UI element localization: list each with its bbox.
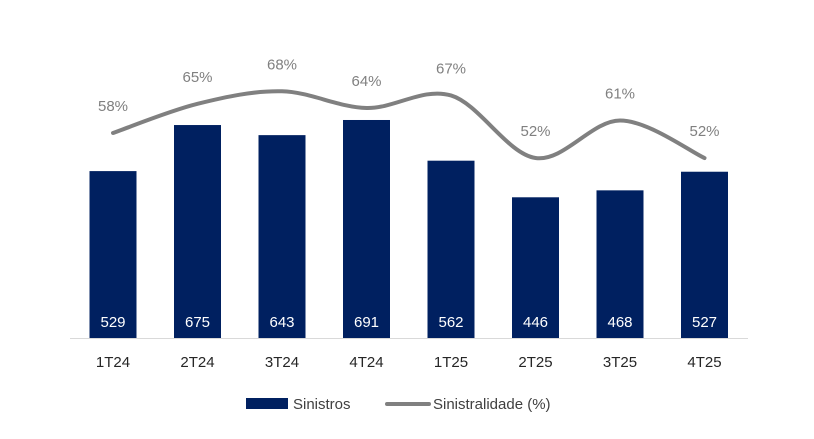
bar-label-1T25: 562 xyxy=(438,314,463,331)
sinistralidade-line xyxy=(111,89,707,161)
bar-1T25 xyxy=(427,160,475,338)
line-label-1T25: 67% xyxy=(436,60,466,77)
bar-label-3T25: 468 xyxy=(607,314,632,331)
category-label-4T25: 4T25 xyxy=(687,354,721,371)
legend-label-sinistros: Sinistros xyxy=(293,396,351,413)
bar-label-2T25: 446 xyxy=(523,314,548,331)
line-label-4T25: 52% xyxy=(689,123,719,140)
category-label-3T25: 3T25 xyxy=(603,354,637,371)
category-label-4T24: 4T24 xyxy=(349,354,383,371)
category-label-2T24: 2T24 xyxy=(180,354,214,371)
bar-label-4T25: 527 xyxy=(692,314,717,331)
category-label-3T24: 3T24 xyxy=(265,354,299,371)
bar-2T25 xyxy=(512,197,559,338)
bar-2T24 xyxy=(174,125,221,338)
bar-label-1T24: 529 xyxy=(100,314,125,331)
bar-3T25 xyxy=(596,190,644,338)
line-label-3T24: 68% xyxy=(267,56,297,73)
line-label-4T24: 64% xyxy=(351,73,381,90)
legend-swatch-sinistros xyxy=(246,398,288,409)
bar-label-4T24: 691 xyxy=(354,314,379,331)
bars-group xyxy=(89,119,728,338)
bar-label-2T24: 675 xyxy=(185,314,210,331)
category-label-1T25: 1T25 xyxy=(434,354,468,371)
bar-label-3T24: 643 xyxy=(269,314,294,331)
line-label-1T24: 58% xyxy=(98,98,128,115)
line-label-2T24: 65% xyxy=(182,69,212,86)
bar-1T24 xyxy=(89,171,137,338)
line-label-3T25: 61% xyxy=(605,85,635,102)
category-label-1T24: 1T24 xyxy=(96,354,130,371)
bar-3T24 xyxy=(258,135,306,338)
category-label-2T25: 2T25 xyxy=(518,354,552,371)
bar-4T25 xyxy=(681,171,728,338)
legend: Sinistros Sinistralidade (%) xyxy=(246,396,551,413)
legend-label-sinistralidade: Sinistralidade (%) xyxy=(433,396,551,413)
line-label-2T25: 52% xyxy=(520,123,550,140)
labels-group: 529 1T24 58% 675 2T24 65% 643 3T24 68% 691 4T24 64%… xyxy=(96,56,722,371)
bar-4T24 xyxy=(343,119,390,338)
